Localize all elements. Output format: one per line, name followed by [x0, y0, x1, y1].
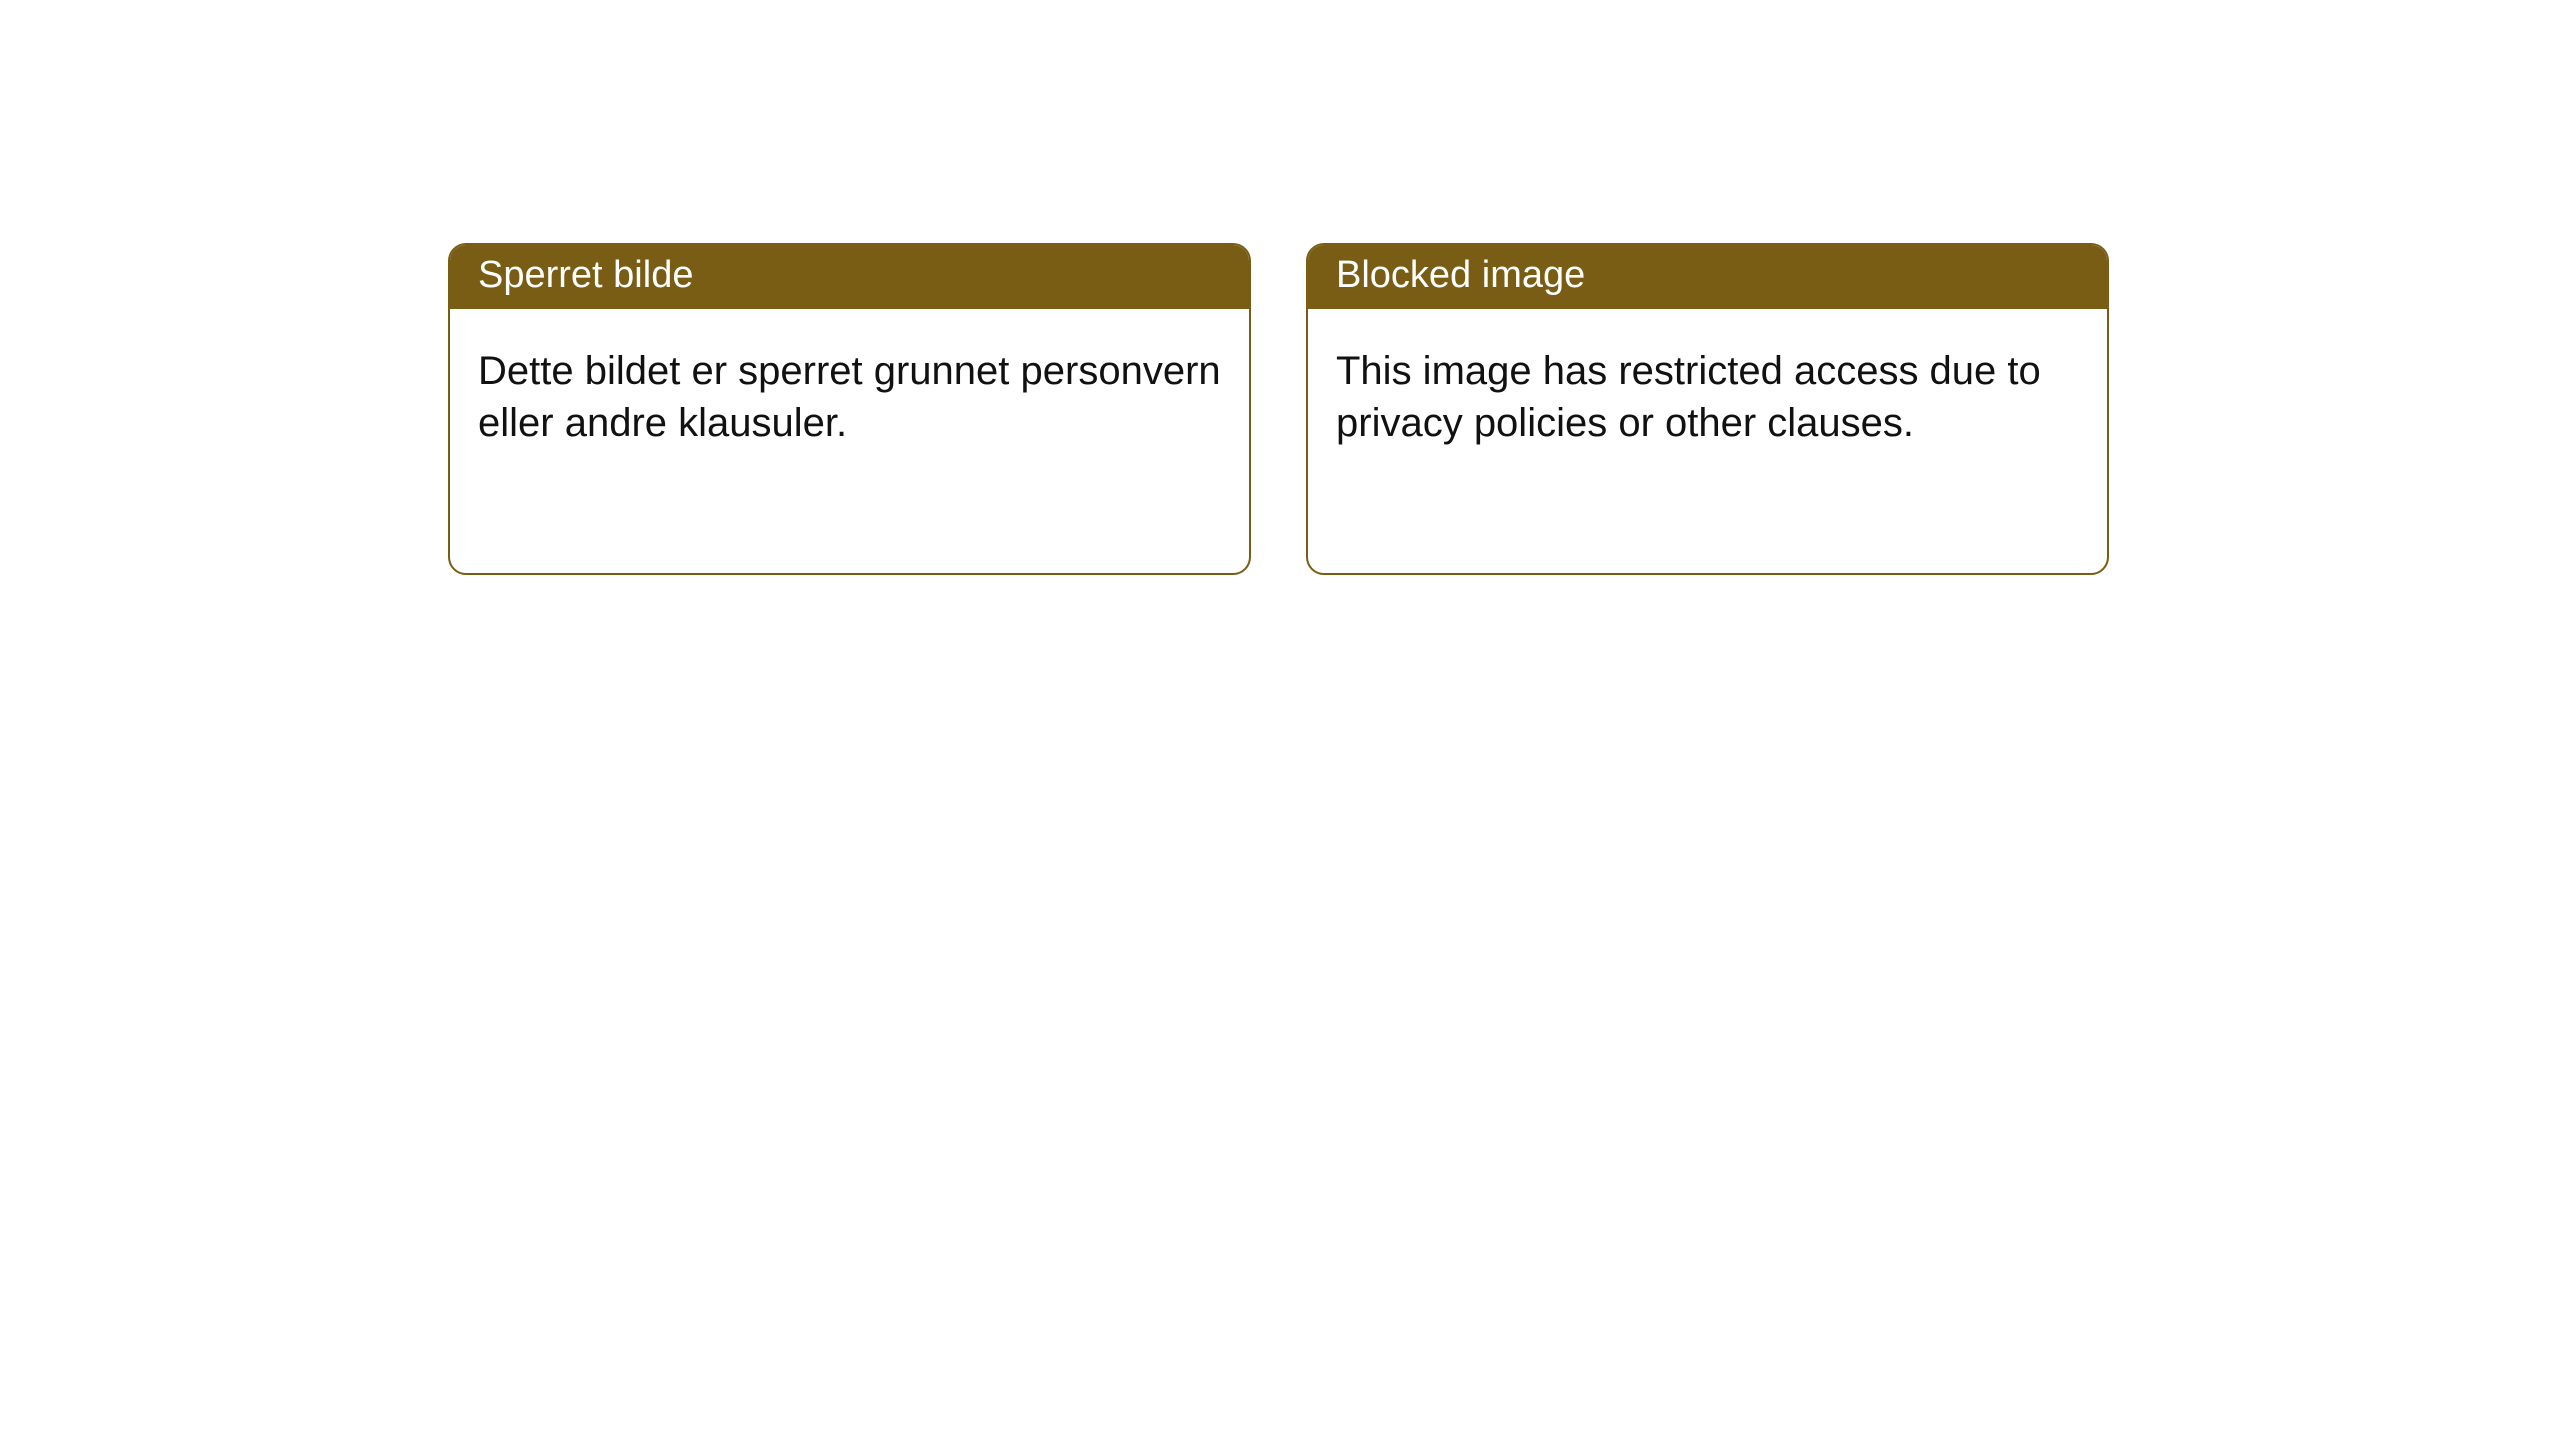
notice-body: This image has restricted access due to … — [1308, 309, 2107, 469]
notice-header: Blocked image — [1308, 245, 2107, 309]
notice-header: Sperret bilde — [450, 245, 1249, 309]
notice-card-norwegian: Sperret bilde Dette bildet er sperret gr… — [448, 243, 1251, 575]
notice-card-english: Blocked image This image has restricted … — [1306, 243, 2109, 575]
notice-body: Dette bildet er sperret grunnet personve… — [450, 309, 1249, 469]
notice-container: Sperret bilde Dette bildet er sperret gr… — [0, 0, 2560, 575]
